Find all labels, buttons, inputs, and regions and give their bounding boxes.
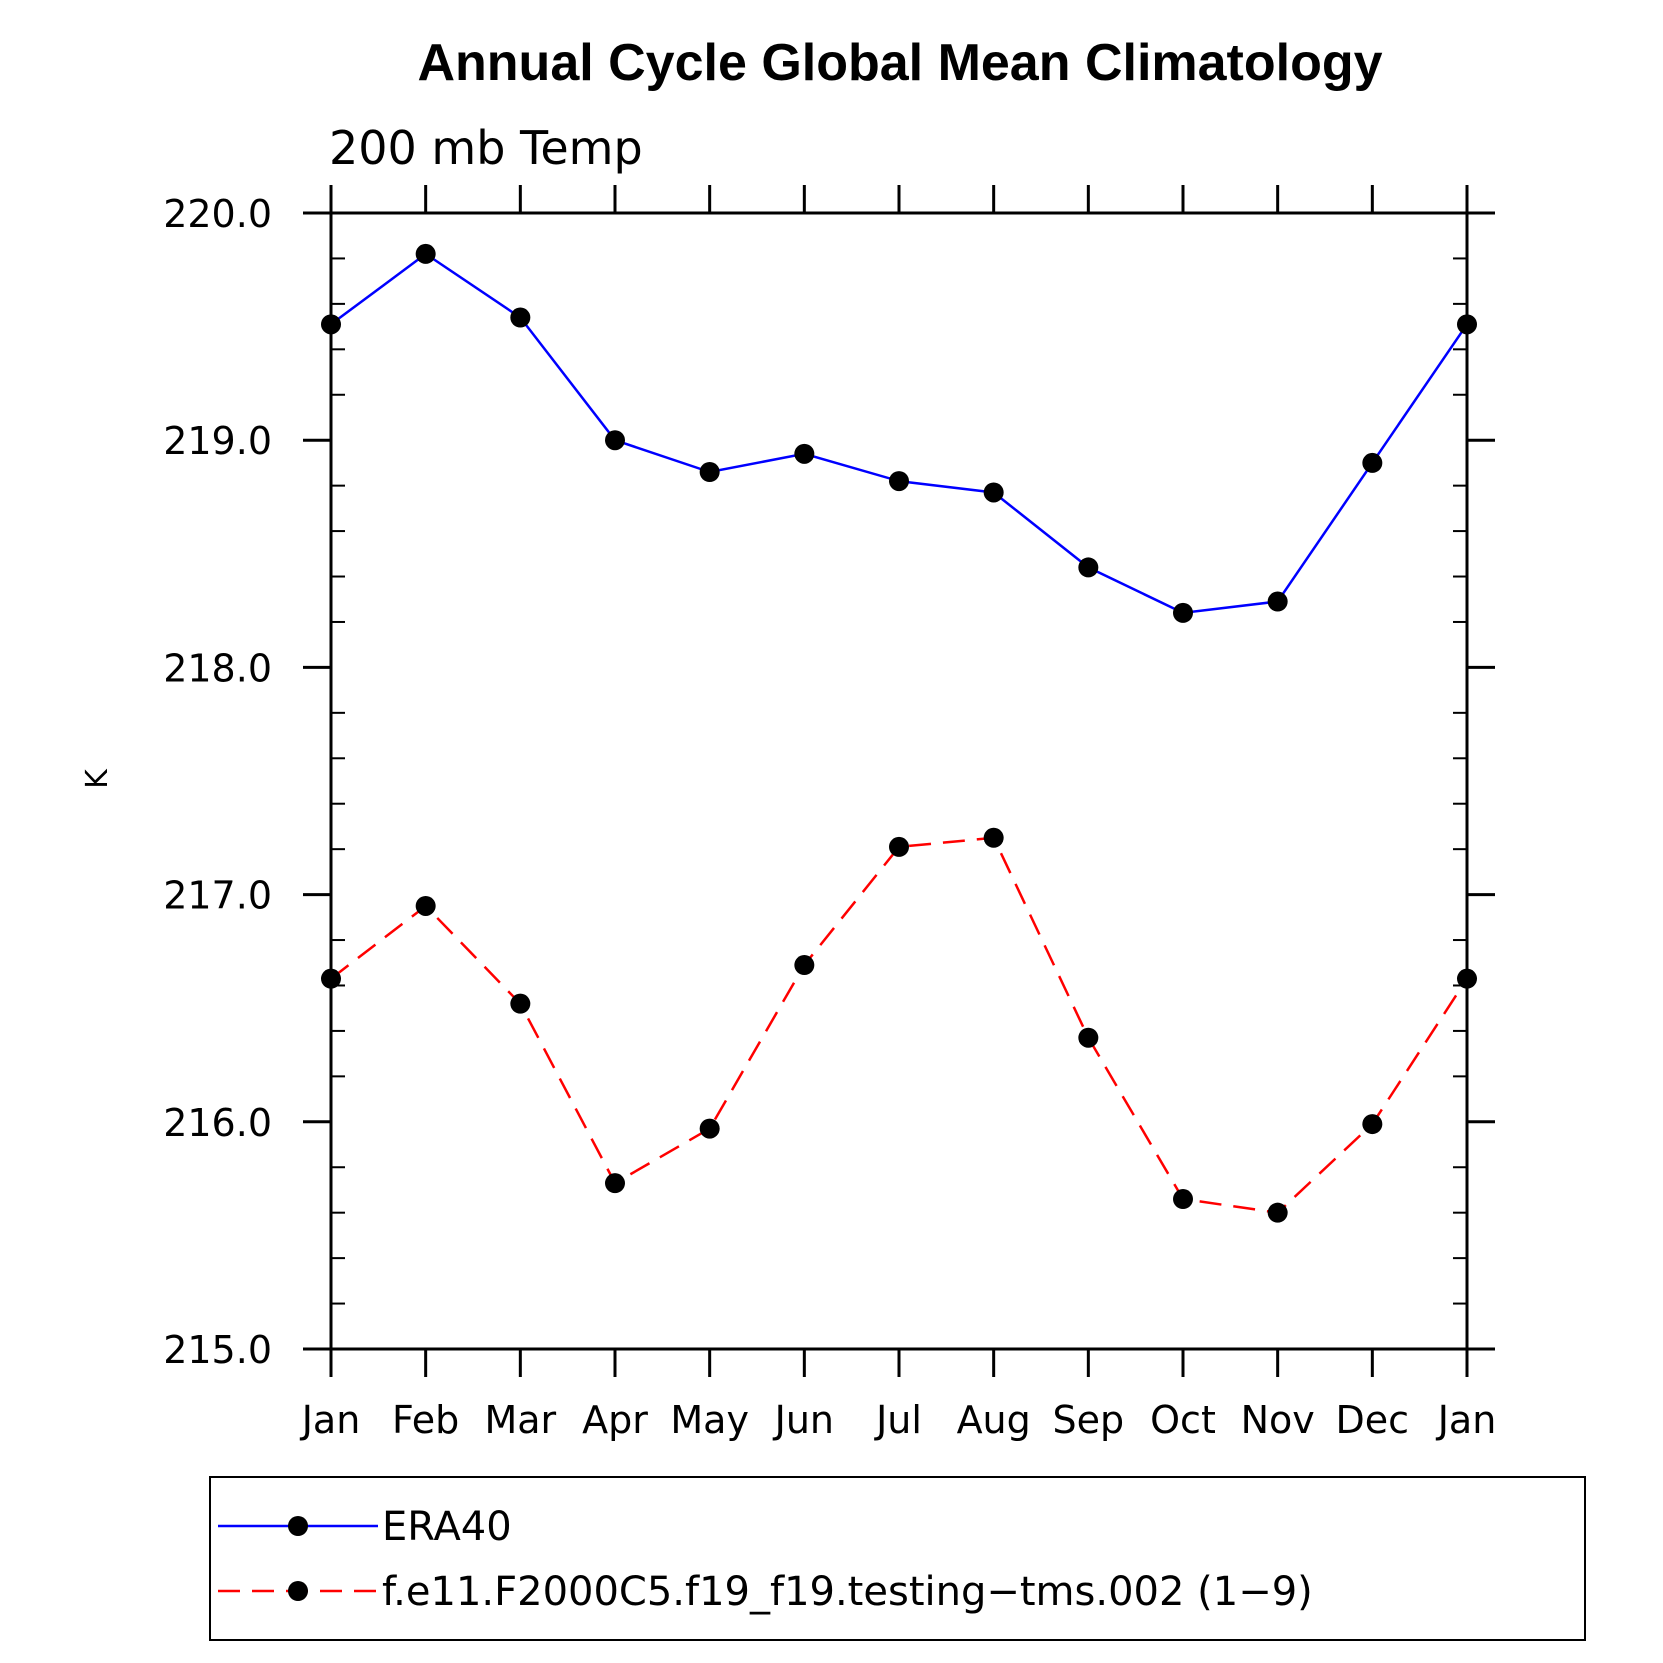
- x-tick-label: Aug: [957, 1398, 1031, 1442]
- y-tick-label: 218.0: [163, 646, 272, 690]
- y-tick-label: 217.0: [163, 874, 272, 918]
- x-tick-label: Jan: [1436, 1398, 1497, 1442]
- data-point: [889, 836, 909, 857]
- data-point: [321, 968, 341, 989]
- y-tick-label: 219.0: [163, 419, 272, 463]
- x-tick-label: Nov: [1241, 1398, 1315, 1442]
- x-tick-label: Oct: [1150, 1398, 1216, 1442]
- x-tick-label: May: [670, 1398, 749, 1442]
- data-point: [605, 430, 625, 451]
- series-layer: [321, 243, 1477, 1223]
- x-tick-label: Jan: [300, 1398, 361, 1442]
- y-tick-label: 220.0: [163, 192, 272, 236]
- data-point: [1457, 968, 1477, 989]
- data-point: [1267, 591, 1288, 612]
- data-point: [415, 895, 436, 916]
- data-point: [699, 1118, 720, 1139]
- data-point: [794, 443, 815, 464]
- data-point: [1267, 1202, 1288, 1223]
- data-point: [605, 1173, 625, 1194]
- chart-subtitle: 200 mb Temp: [329, 121, 643, 175]
- plot-axes: Jan Feb Mar Apr May Jun Jul Aug Sep Oct Nov Dec Jan 2…: [163, 185, 1496, 1442]
- x-tick-label: Apr: [582, 1398, 648, 1442]
- series-1: [321, 243, 1477, 623]
- data-point: [1362, 452, 1383, 473]
- data-point: [794, 955, 815, 976]
- legend-marker: [288, 1516, 308, 1536]
- data-point: [321, 314, 341, 335]
- legend-marker: [288, 1581, 308, 1601]
- x-tick-label: Jul: [874, 1398, 922, 1442]
- series-line: [330, 252, 1469, 615]
- data-point: [889, 471, 909, 492]
- data-point: [1457, 314, 1477, 335]
- chart-title: Annual Cycle Global Mean Climatology: [417, 34, 1382, 92]
- legend-label: f.e11.F2000C5.f19_f19.testing−tms.002 (1…: [382, 1569, 1313, 1615]
- data-point: [510, 307, 531, 328]
- x-tick-label: Feb: [392, 1398, 459, 1442]
- legend-box: [209, 1476, 1586, 1641]
- data-point: [1078, 557, 1099, 578]
- plot-frame: [329, 211, 1469, 1351]
- data-point: [510, 993, 531, 1014]
- legend-label: ERA40: [382, 1504, 512, 1550]
- data-point: [1173, 1189, 1193, 1210]
- data-point: [1078, 1027, 1099, 1048]
- y-tick-label: 215.0: [163, 1328, 272, 1372]
- data-point: [699, 462, 720, 483]
- data-point: [983, 827, 1004, 848]
- data-point: [983, 482, 1004, 503]
- legend: ERA40 f.e11.F2000C5.f19_f19.testing−tms.0…: [209, 1476, 1586, 1641]
- data-point: [1362, 1114, 1383, 1135]
- series-2: [321, 827, 1477, 1223]
- data-point: [415, 243, 436, 264]
- series-line: [330, 836, 1469, 1215]
- x-tick-label: Sep: [1053, 1398, 1125, 1442]
- y-tick-label: 216.0: [163, 1101, 272, 1145]
- y-axis-label: K: [80, 768, 115, 789]
- x-tick-label: Mar: [484, 1398, 556, 1442]
- data-point: [1173, 602, 1193, 623]
- x-tick-label: Jun: [773, 1398, 834, 1442]
- x-tick-label: Dec: [1336, 1398, 1410, 1442]
